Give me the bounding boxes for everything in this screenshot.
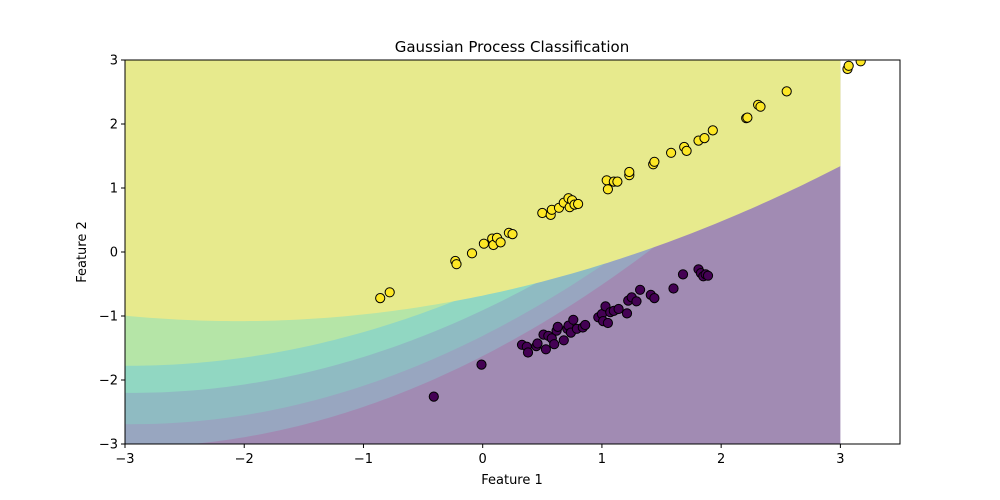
- point-yellow: [495, 237, 506, 248]
- x-tick-label: −3: [115, 452, 134, 467]
- point-purple: [532, 338, 543, 349]
- x-axis: −3 −2 −1 0 1 2 3: [115, 444, 845, 467]
- point-purple: [631, 296, 642, 307]
- point-purple: [702, 270, 714, 281]
- x-tick-label: −2: [235, 452, 254, 467]
- point-purple: [621, 308, 633, 319]
- point-yellow: [466, 248, 478, 259]
- x-tick-label: 0: [479, 452, 487, 467]
- x-axis-label: Feature 1: [481, 473, 543, 488]
- point-yellow: [573, 198, 584, 210]
- point-yellow: [649, 156, 660, 167]
- point-yellow: [384, 287, 395, 298]
- y-tick-label: 0: [110, 246, 118, 261]
- point-purple: [677, 269, 689, 280]
- point-yellow: [666, 147, 677, 158]
- point-yellow: [375, 293, 386, 304]
- point-purple: [428, 391, 439, 402]
- scatter-points: [375, 60, 866, 402]
- decision-regions: [125, 60, 841, 444]
- x-tick-label: 3: [836, 452, 844, 467]
- point-purple: [580, 319, 591, 331]
- point-yellow: [507, 229, 518, 240]
- y-tick-label: −1: [99, 310, 118, 325]
- plot-area: [124, 59, 901, 445]
- point-yellow: [681, 145, 692, 156]
- point-yellow: [699, 133, 710, 144]
- point-purple: [522, 347, 534, 358]
- point-yellow: [602, 184, 614, 195]
- point-purple: [549, 339, 560, 350]
- point-yellow: [624, 166, 635, 178]
- point-yellow: [742, 112, 753, 123]
- point-purple: [558, 335, 569, 346]
- point-yellow: [843, 60, 854, 71]
- y-tick-label: 2: [110, 118, 118, 133]
- point-yellow: [612, 176, 623, 187]
- region-band: [125, 60, 841, 322]
- point-purple: [540, 344, 552, 355]
- point-purple: [649, 293, 660, 304]
- point-yellow: [537, 207, 548, 219]
- point-purple: [635, 284, 646, 295]
- x-tick-label: −1: [354, 452, 373, 467]
- y-axis: −3 −2 −1 0 1 2 3: [99, 54, 125, 453]
- x-tick-label: 1: [598, 452, 606, 467]
- y-tick-label: 1: [110, 182, 118, 197]
- point-purple: [568, 314, 579, 325]
- point-yellow: [781, 86, 792, 97]
- point-purple: [552, 321, 563, 332]
- y-tick-label: 3: [110, 54, 118, 69]
- point-yellow: [855, 60, 866, 67]
- y-tick-label: −3: [99, 438, 118, 453]
- point-purple: [613, 303, 624, 315]
- x-tick-label: 2: [717, 452, 725, 467]
- y-tick-label: −2: [99, 374, 118, 389]
- y-axis-label: Feature 2: [75, 221, 90, 283]
- point-purple: [602, 317, 614, 329]
- point-yellow: [451, 259, 462, 270]
- point-purple: [668, 283, 679, 294]
- point-yellow: [478, 238, 489, 249]
- point-yellow: [755, 101, 766, 112]
- point-purple: [476, 359, 487, 370]
- chart-title: Gaussian Process Classification: [395, 38, 630, 56]
- point-yellow: [707, 125, 718, 136]
